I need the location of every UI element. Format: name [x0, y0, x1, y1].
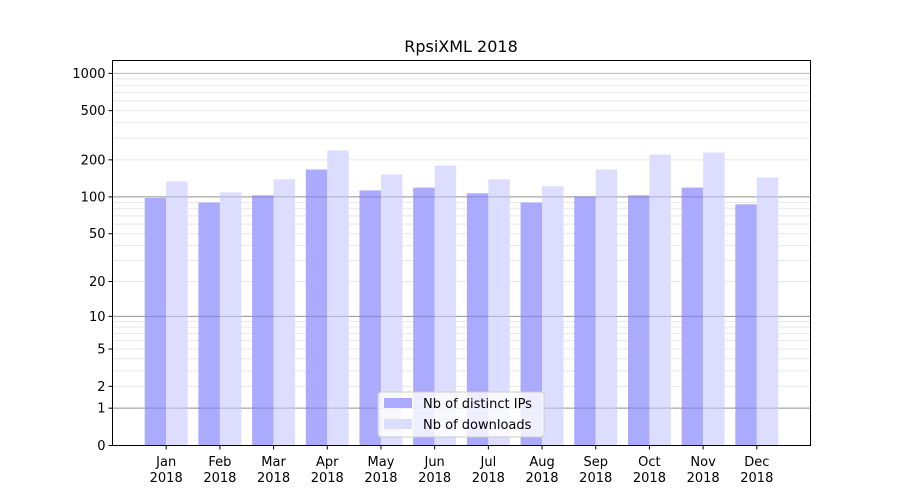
bar-downloads [166, 181, 188, 446]
x-tick-label: Jan 2018 [150, 455, 183, 486]
bar-downloads [649, 154, 671, 446]
bar-downloads [434, 165, 457, 446]
bar-distinct-ips [144, 197, 167, 446]
x-tick-label: Jul 2018 [472, 455, 505, 486]
bar-downloads [756, 177, 779, 446]
x-tick-label: Aug 2018 [525, 455, 558, 486]
x-tick-label: Apr 2018 [311, 455, 344, 486]
x-tick-label: Sep 2018 [579, 455, 612, 486]
y-axis: 0 1 2 5 10 20 50 100 200 500 1000 [72, 67, 113, 454]
legend-label: Nb of downloads [423, 418, 532, 433]
bar-distinct-ips [735, 204, 757, 446]
y-tick-label: 5 [97, 342, 105, 357]
y-tick-label: 1 [97, 402, 105, 417]
bar-distinct-ips [359, 190, 381, 446]
legend: Nb of distinct IPs Nb of downloads [377, 391, 545, 438]
x-tick-label: May 2018 [364, 455, 397, 486]
bar-distinct-ips [681, 187, 704, 446]
y-tick-label: 500 [81, 104, 106, 119]
y-tick-label: 0 [97, 439, 105, 454]
y-tick-label: 2 [97, 380, 105, 395]
x-tick-label: Nov 2018 [687, 455, 720, 486]
chart-title: RpsiXML 2018 [404, 37, 518, 56]
y-tick-label: 10 [89, 310, 106, 325]
y-tick-label: 100 [81, 190, 106, 205]
bar-distinct-ips [627, 195, 650, 446]
bar-downloads [273, 179, 296, 446]
legend-label: Nb of distinct IPs [423, 397, 532, 412]
y-tick-label: 1000 [72, 67, 105, 82]
legend-swatch [384, 419, 412, 429]
bar-downloads [380, 174, 403, 446]
plot-frame [112, 60, 811, 446]
x-tick-label: Dec 2018 [740, 455, 773, 486]
bar-distinct-ips [198, 202, 220, 446]
x-tick-label: Oct 2018 [633, 455, 666, 486]
bars [112, 150, 811, 446]
legend-swatch [384, 398, 412, 408]
bar-distinct-ips [305, 169, 328, 446]
bar-downloads [327, 150, 349, 446]
y-tick-label: 20 [89, 275, 106, 290]
bar-downloads [219, 192, 242, 446]
y-tick-label: 50 [89, 227, 106, 242]
bar-downloads [542, 186, 564, 446]
bar-distinct-ips [520, 202, 543, 446]
x-tick-label: Jun 2018 [418, 455, 451, 486]
bar-distinct-ips [466, 193, 489, 446]
bar-downloads [703, 152, 725, 446]
x-tick-label: Mar 2018 [257, 455, 290, 486]
x-tick-label: Feb 2018 [203, 455, 236, 486]
bar-downloads [595, 169, 618, 446]
bar-distinct-ips [574, 196, 596, 446]
y-tick-label: 200 [81, 153, 106, 168]
bar-downloads [488, 179, 510, 446]
bar-distinct-ips [413, 187, 435, 446]
x-axis: Jan 2018 Feb 2018 Mar 2018 Apr 2018 May 2018 Jun 20… [150, 445, 773, 486]
bar-distinct-ips [252, 195, 274, 446]
